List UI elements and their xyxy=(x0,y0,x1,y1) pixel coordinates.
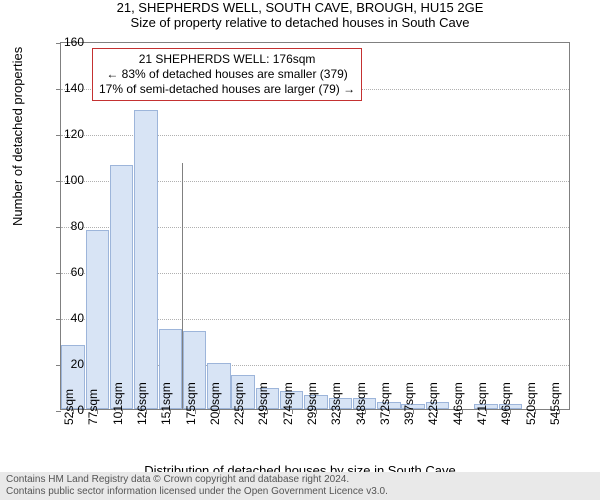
marker-line xyxy=(182,163,183,409)
y-tick-label: 160 xyxy=(54,35,84,49)
y-tick-label: 20 xyxy=(54,357,84,371)
annotation-line-2: ← 83% of detached houses are smaller (37… xyxy=(99,67,355,82)
y-tick-label: 80 xyxy=(54,219,84,233)
footer-line-2: Contains public sector information licen… xyxy=(6,486,594,498)
histogram-bar xyxy=(110,165,133,409)
annotation-line-1: 21 SHEPHERDS WELL: 176sqm xyxy=(99,52,355,67)
y-tick-label: 100 xyxy=(54,173,84,187)
y-tick-label: 40 xyxy=(54,311,84,325)
y-axis-label: Number of detached properties xyxy=(10,47,25,226)
histogram-bar xyxy=(86,230,109,409)
histogram-bar xyxy=(134,110,157,409)
chart-area: 21 SHEPHERDS WELL: 176sqm ← 83% of detac… xyxy=(60,42,570,410)
chart-title: 21, SHEPHERDS WELL, SOUTH CAVE, BROUGH, … xyxy=(0,0,600,15)
y-tick-label: 140 xyxy=(54,81,84,95)
chart-subtitle: Size of property relative to detached ho… xyxy=(0,15,600,30)
y-tick-label: 60 xyxy=(54,265,84,279)
annotation-box: 21 SHEPHERDS WELL: 176sqm ← 83% of detac… xyxy=(92,48,362,101)
annotation-line-3: 17% of semi-detached houses are larger (… xyxy=(99,82,355,97)
footer: Contains HM Land Registry data © Crown c… xyxy=(0,472,600,500)
y-tick-label: 120 xyxy=(54,127,84,141)
footer-line-1: Contains HM Land Registry data © Crown c… xyxy=(6,474,594,486)
